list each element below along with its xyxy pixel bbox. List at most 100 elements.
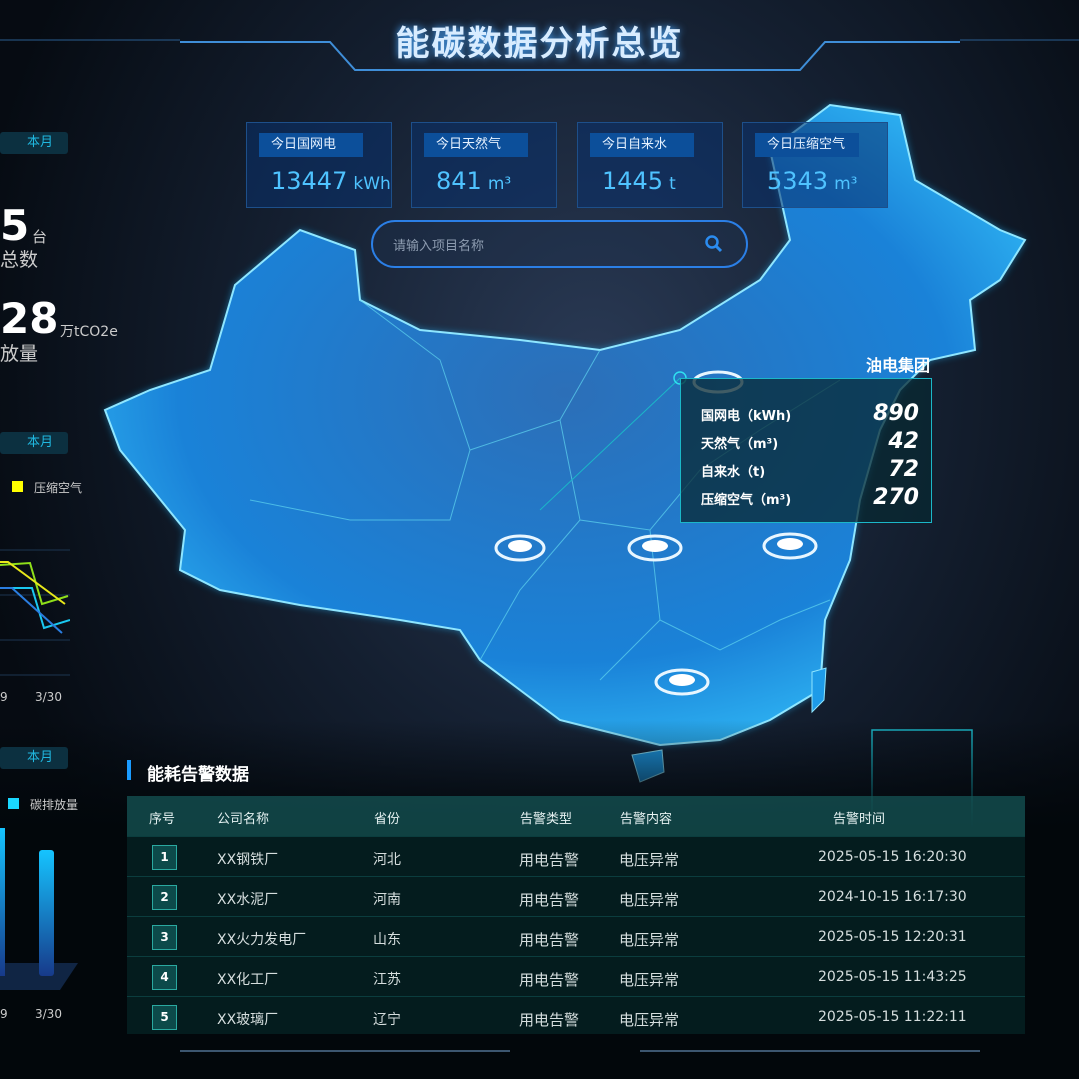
card-label: 今日自来水 [590,133,694,157]
map-tooltip: 国网电（kWh) 890 天然气（m³) 42 自来水（t) 72 压缩空气（m³) 2… [680,378,932,523]
period-select-line[interactable]: 本月 [0,432,68,454]
legend-swatch-compressed-air [12,481,23,492]
tooltip-row: 压缩空气（m³) 270 [701,485,919,510]
row-index: 3 [152,925,177,950]
card-compressed-air: 今日压缩空气 5343 m³ [742,122,888,208]
header-frame [0,39,1079,71]
device-unit: 台 [32,228,48,246]
column-header: 告警类型 [520,812,573,827]
legend-label: 压缩空气 [34,481,83,495]
column-header: 省份 [374,812,401,827]
card-value: 5343 m³ [767,167,858,195]
table-row[interactable]: 3 XX火力发电厂 山东 用电告警 电压异常 2025-05-15 12:20:… [127,916,1025,956]
province-cell: 辽宁 [373,1012,401,1028]
type-cell: 用电告警 [519,851,580,869]
project-search[interactable] [371,220,748,268]
content-cell: 电压异常 [619,971,680,989]
table-header: 序号 公司名称 省份 告警类型 告警内容 告警时间 [127,796,1025,836]
marker-icon[interactable] [494,534,546,562]
company-cell: XX化工厂 [217,972,279,988]
x-tick: 9 [0,690,8,704]
province-cell: 山东 [373,932,401,948]
x-tick: 9 [0,1007,8,1021]
table-row[interactable]: 1 XX钢铁厂 河北 用电告警 电压异常 2025-05-15 16:20:30 [127,836,1025,876]
card-grid-power: 今日国网电 13447 kWh [246,122,392,208]
type-cell: 用电告警 [519,931,580,949]
card-label: 今日压缩空气 [755,133,859,157]
card-value: 13447 kWh [271,167,391,195]
table-row[interactable]: 5 XX玻璃厂 辽宁 用电告警 电压异常 2025-05-15 11:22:11 [127,996,1025,1036]
footer-line [640,1050,980,1052]
energy-line-chart [0,549,70,676]
row-index: 1 [152,845,177,870]
card-label: 今日天然气 [424,133,528,157]
x-tick: 3/30 [35,1007,62,1021]
tooltip-row: 国网电（kWh) 890 [701,401,919,426]
column-header: 序号 [149,812,176,827]
time-cell: 2024-10-15 16:17:30 [818,889,967,905]
marker-icon[interactable] [627,534,683,562]
emission-value: 28 [0,294,59,343]
emission-label: 放量 [0,343,39,365]
search-icon[interactable] [704,234,724,254]
content-cell: 电压异常 [619,891,680,909]
province-cell: 江苏 [373,972,401,988]
emission-bar-chart [0,828,78,990]
alerts-table: 序号 公司名称 省份 告警类型 告警内容 告警时间 1 XX钢铁厂 河北 用电告… [127,796,1025,1034]
card-label: 今日国网电 [259,133,363,157]
series-line-cyan [0,587,70,630]
type-cell: 用电告警 [519,891,580,909]
table-row[interactable]: 2 XX水泥厂 河南 用电告警 电压异常 2024-10-15 16:17:30 [127,876,1025,916]
time-cell: 2025-05-15 16:20:30 [818,849,967,865]
legend-label: 碳排放量 [30,798,79,812]
legend-swatch-emission [8,798,19,809]
page-title: 能碳数据分析总览 [395,24,684,64]
card-natural-gas: 今日天然气 841 m³ [411,122,557,208]
content-cell: 电压异常 [619,851,680,869]
bar-base [0,963,78,990]
time-cell: 2025-05-15 12:20:31 [818,929,967,945]
type-cell: 用电告警 [519,971,580,989]
series-line-blue [0,587,63,634]
tooltip-title: 油电集团 [866,356,931,375]
company-cell: XX钢铁厂 [217,852,279,868]
province-cell: 河南 [373,892,401,908]
marker-icon[interactable] [654,668,710,696]
column-header: 告警时间 [833,812,886,827]
period-select-bar[interactable]: 本月 [0,747,68,769]
device-count: 5 [0,201,30,250]
tooltip-row: 自来水（t) 72 [701,457,919,482]
row-index: 4 [152,965,177,990]
series-line-yellow [0,561,66,605]
period-select-stats[interactable]: 本月 [0,132,68,154]
card-value: 1445 t [602,167,676,195]
table-row[interactable]: 4 XX化工厂 江苏 用电告警 电压异常 2025-05-15 11:43:25 [127,956,1025,996]
card-tap-water: 今日自来水 1445 t [577,122,723,208]
column-header: 告警内容 [620,812,673,827]
company-cell: XX火力发电厂 [217,932,307,948]
taiwan-shape [811,667,827,714]
province-cell: 河北 [373,852,401,868]
device-label: 总数 [0,249,39,271]
x-tick: 3/30 [35,690,62,704]
emission-unit: 万tCO2e [60,324,118,340]
card-value: 841 m³ [436,167,512,195]
content-cell: 电压异常 [619,1011,680,1029]
marker-icon[interactable] [762,532,818,560]
province-borders [249,299,841,681]
time-cell: 2025-05-15 11:43:25 [818,969,967,985]
row-index: 5 [152,1005,177,1030]
section-title-alerts: 能耗告警数据 [127,760,249,785]
row-index: 2 [152,885,177,910]
footer-line [180,1050,510,1052]
tooltip-row: 天然气（m³) 42 [701,429,919,454]
bar [0,828,5,976]
type-cell: 用电告警 [519,1011,580,1029]
search-input[interactable] [393,232,693,258]
content-cell: 电压异常 [619,931,680,949]
time-cell: 2025-05-15 11:22:11 [818,1009,967,1025]
company-cell: XX水泥厂 [217,892,279,908]
tooltip-leader-line [539,377,681,511]
header: 能碳数据分析总览 [0,0,1079,80]
